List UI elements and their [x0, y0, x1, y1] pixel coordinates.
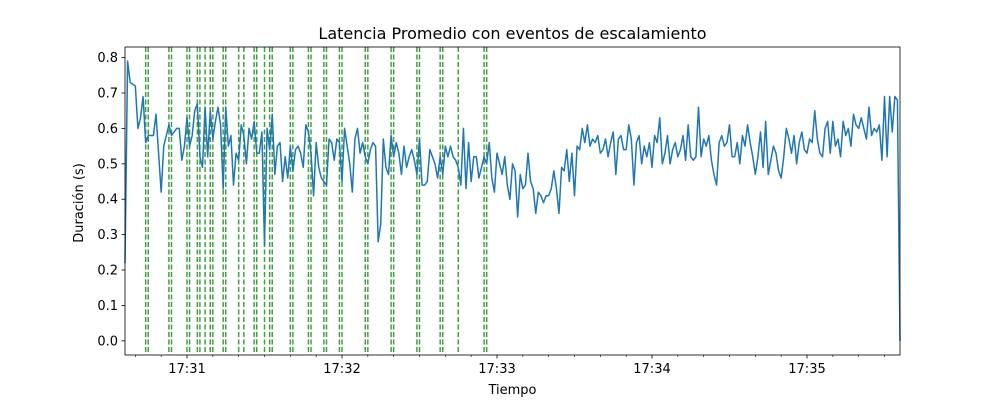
latency-line — [124, 60, 901, 341]
y-tick-label: 0.4 — [97, 193, 118, 208]
y-tick-label: 0.5 — [97, 157, 118, 172]
x-tick-label: 17:33 — [478, 362, 515, 377]
y-tick-label: 0.1 — [97, 299, 118, 314]
y-tick-label: 0.2 — [97, 264, 118, 279]
y-tick-label: 0.7 — [97, 87, 118, 102]
x-tick-label: 17:34 — [633, 362, 670, 377]
x-tick-label: 17:35 — [788, 362, 825, 377]
plot-frame — [124, 46, 901, 356]
scaling-events — [144, 47, 488, 355]
y-tick-label: 0.8 — [97, 51, 118, 66]
x-tick-label: 17:32 — [323, 362, 360, 377]
chart-title: Latencia Promedio con eventos de escalam… — [318, 24, 706, 43]
x-axis-label: Tiempo — [487, 383, 536, 398]
latency-series — [124, 60, 901, 341]
y-tick-label: 0.6 — [97, 122, 118, 137]
y-tick-label: 0.3 — [97, 228, 118, 243]
y-tick-label: 0.0 — [97, 334, 118, 349]
y-axis-label: Duración (s) — [72, 163, 87, 243]
x-tick-label: 17:31 — [168, 362, 205, 377]
axes: 0.0 0.1 0.2 0.3 0.4 0.5 0.6 0.7 0.8 17:31 17:32 17:… — [97, 46, 901, 377]
